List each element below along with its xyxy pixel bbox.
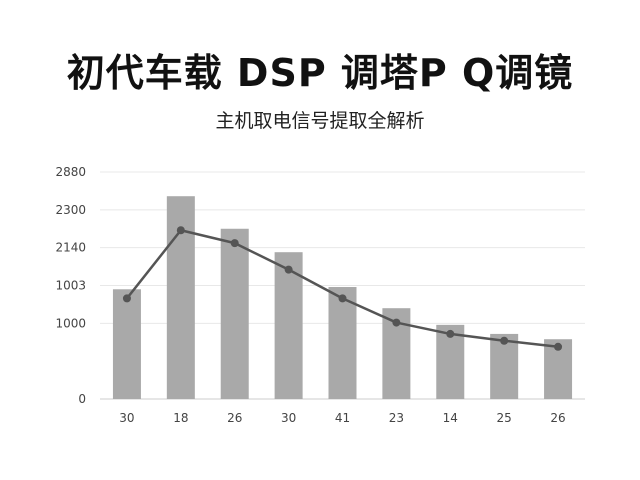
- x-tick-label: 26: [550, 411, 565, 425]
- x-tick-label: 14: [443, 411, 458, 425]
- x-axis-ticks: 30 18 26 30 41 23 14 25 26: [119, 411, 565, 425]
- x-tick-label: 41: [335, 411, 350, 425]
- bar: [220, 228, 249, 399]
- x-tick-label: 30: [281, 411, 296, 425]
- x-tick-label: 25: [497, 411, 512, 425]
- line-series: [122, 226, 563, 351]
- bar: [328, 287, 357, 399]
- line-point: [500, 336, 509, 345]
- y-tick-label: 2140: [55, 241, 86, 255]
- line-point: [338, 294, 347, 303]
- line-point: [284, 265, 293, 274]
- line-point: [392, 318, 401, 327]
- y-tick-label: 1003: [55, 279, 86, 293]
- y-tick-label: 1000: [55, 316, 86, 330]
- bar-series: [112, 196, 573, 399]
- y-tick-label: 2300: [55, 203, 86, 217]
- x-tick-label: 18: [173, 411, 188, 425]
- y-tick-label: 0: [78, 392, 86, 406]
- bar: [112, 289, 141, 399]
- line-point: [446, 329, 455, 338]
- chart-title: 初代车载 DSP 调塔P Q调镜: [66, 51, 574, 95]
- line-point: [554, 342, 563, 351]
- y-tick-label: 2880: [55, 165, 86, 179]
- x-tick-label: 23: [389, 411, 404, 425]
- bar: [490, 333, 519, 399]
- y-axis-ticks: 0 1000 1003 2140 2300 2880: [55, 165, 86, 406]
- line-point: [122, 294, 131, 303]
- x-tick-label: 26: [227, 411, 242, 425]
- chart-subtitle: 主机取电信号提取全解析: [215, 110, 425, 132]
- x-tick-label: 30: [119, 411, 134, 425]
- line-point: [176, 226, 185, 235]
- line-point: [230, 239, 239, 248]
- bar: [274, 252, 303, 399]
